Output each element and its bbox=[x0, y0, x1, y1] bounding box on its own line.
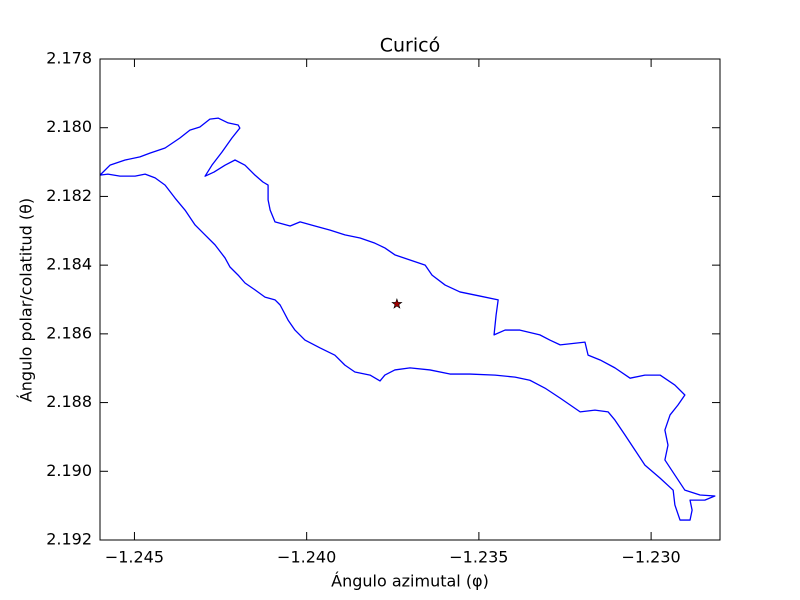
y-axis-label: Ángulo polar/colatitud (θ) bbox=[17, 198, 36, 402]
outline bbox=[99, 117, 716, 521]
x-axis-label: Ángulo azimutal (φ) bbox=[331, 572, 489, 591]
y-tick-label: 2.178 bbox=[46, 49, 92, 68]
x-tick-label: −1.235 bbox=[449, 548, 508, 567]
y-tick-label: 2.180 bbox=[46, 117, 92, 136]
x-tick-label: −1.230 bbox=[622, 548, 681, 567]
chart-title: Curicó bbox=[380, 35, 440, 57]
y-tick-label: 2.182 bbox=[46, 186, 92, 205]
y-tick-label: 2.190 bbox=[46, 461, 92, 480]
plot-frame bbox=[99, 58, 721, 541]
star-marker bbox=[391, 298, 403, 309]
y-tick-label: 2.184 bbox=[46, 255, 92, 274]
y-tick-label: 2.188 bbox=[46, 392, 92, 411]
x-tick-label: −1.240 bbox=[277, 548, 336, 567]
x-tick-label: −1.245 bbox=[105, 548, 164, 567]
y-tick-label: 2.186 bbox=[46, 323, 92, 342]
y-tick-label: 2.192 bbox=[46, 530, 92, 549]
